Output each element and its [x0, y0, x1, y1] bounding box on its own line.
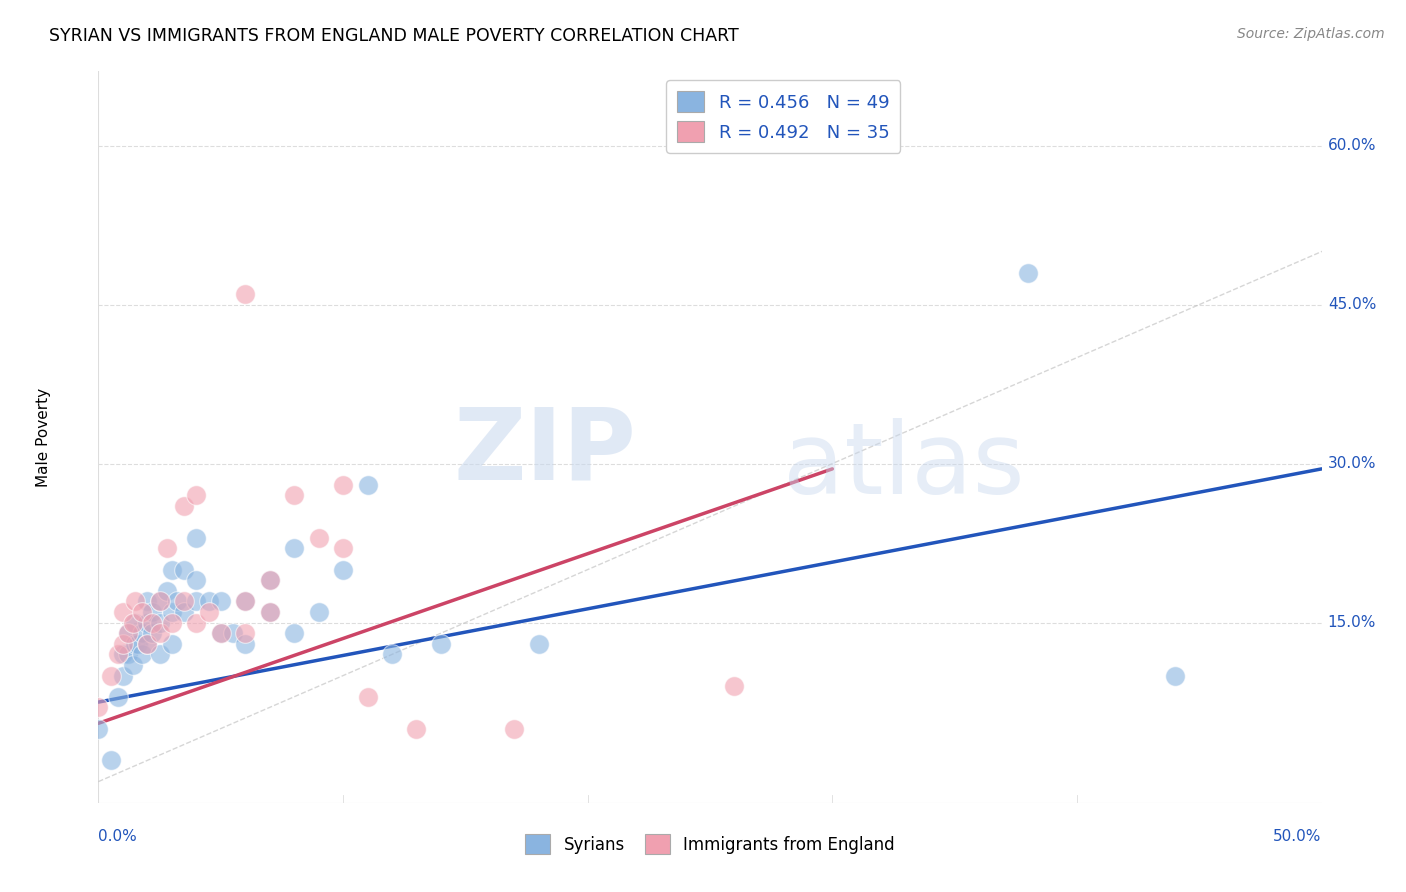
Point — [233, 637, 256, 651]
Point — [186, 488, 208, 502]
Point — [308, 605, 330, 619]
Text: 45.0%: 45.0% — [1327, 297, 1376, 312]
Text: ZIP: ZIP — [454, 403, 637, 500]
Point — [209, 594, 232, 608]
Point — [173, 605, 195, 619]
Point — [173, 563, 195, 577]
Point — [131, 648, 153, 662]
Point — [197, 605, 219, 619]
Point — [141, 615, 163, 630]
Point — [259, 573, 281, 587]
Point — [141, 605, 163, 619]
Point — [233, 594, 256, 608]
Point — [233, 287, 256, 301]
Point — [87, 700, 110, 714]
Point — [405, 722, 427, 736]
Point — [117, 648, 139, 662]
Point — [283, 541, 305, 556]
Text: Source: ZipAtlas.com: Source: ZipAtlas.com — [1237, 27, 1385, 41]
Point — [149, 626, 172, 640]
Point — [1017, 266, 1039, 280]
Point — [124, 615, 146, 630]
Point — [111, 637, 134, 651]
Point — [173, 499, 195, 513]
Point — [173, 594, 195, 608]
Point — [527, 637, 550, 651]
Point — [100, 668, 122, 682]
Point — [160, 615, 183, 630]
Point — [117, 626, 139, 640]
Point — [136, 637, 159, 651]
Point — [121, 658, 143, 673]
Point — [111, 668, 134, 682]
Point — [141, 626, 163, 640]
Point — [332, 563, 354, 577]
Point — [127, 637, 149, 651]
Point — [1164, 668, 1187, 682]
Point — [111, 605, 134, 619]
Point — [283, 626, 305, 640]
Point — [308, 531, 330, 545]
Point — [136, 594, 159, 608]
Point — [100, 753, 122, 767]
Text: Male Poverty: Male Poverty — [37, 387, 51, 487]
Legend: Syrians, Immigrants from England: Syrians, Immigrants from England — [519, 828, 901, 860]
Point — [821, 107, 844, 121]
Point — [149, 615, 172, 630]
Point — [149, 648, 172, 662]
Point — [430, 637, 453, 651]
Point — [259, 605, 281, 619]
Point — [111, 648, 134, 662]
Point — [356, 690, 378, 704]
Point — [283, 488, 305, 502]
Point — [186, 594, 208, 608]
Point — [723, 679, 745, 693]
Text: 60.0%: 60.0% — [1327, 138, 1376, 153]
Point — [332, 477, 354, 491]
Point — [332, 541, 354, 556]
Point — [131, 626, 153, 640]
Text: 50.0%: 50.0% — [1274, 830, 1322, 845]
Point — [503, 722, 526, 736]
Point — [197, 594, 219, 608]
Point — [233, 626, 256, 640]
Point — [136, 637, 159, 651]
Point — [107, 648, 129, 662]
Point — [209, 626, 232, 640]
Point — [186, 531, 208, 545]
Point — [149, 594, 172, 608]
Point — [381, 648, 404, 662]
Point — [136, 615, 159, 630]
Point — [117, 626, 139, 640]
Point — [156, 541, 179, 556]
Point — [156, 583, 179, 598]
Point — [186, 573, 208, 587]
Point — [356, 477, 378, 491]
Point — [166, 594, 188, 608]
Point — [149, 594, 172, 608]
Point — [186, 615, 208, 630]
Text: 15.0%: 15.0% — [1327, 615, 1376, 630]
Point — [160, 563, 183, 577]
Point — [233, 594, 256, 608]
Point — [121, 615, 143, 630]
Point — [131, 605, 153, 619]
Point — [209, 626, 232, 640]
Point — [160, 637, 183, 651]
Point — [87, 722, 110, 736]
Point — [124, 637, 146, 651]
Text: SYRIAN VS IMMIGRANTS FROM ENGLAND MALE POVERTY CORRELATION CHART: SYRIAN VS IMMIGRANTS FROM ENGLAND MALE P… — [49, 27, 740, 45]
Text: 30.0%: 30.0% — [1327, 456, 1376, 471]
Point — [259, 605, 281, 619]
Text: 0.0%: 0.0% — [98, 830, 138, 845]
Point — [160, 605, 183, 619]
Point — [107, 690, 129, 704]
Point — [259, 573, 281, 587]
Point — [222, 626, 245, 640]
Point — [124, 594, 146, 608]
Text: atlas: atlas — [783, 417, 1025, 515]
